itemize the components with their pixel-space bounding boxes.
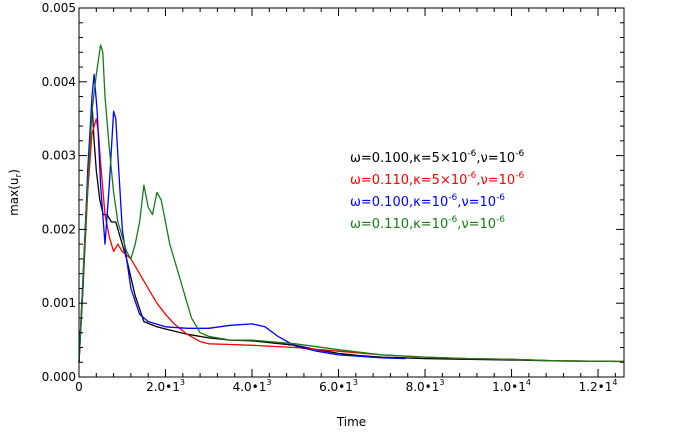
y-tick-label: 0.002 bbox=[42, 222, 76, 236]
x-tick-label: 8.0•13 bbox=[406, 378, 445, 394]
x-axis-title: Time bbox=[336, 415, 366, 429]
series-layer bbox=[78, 44, 625, 363]
y-tick-label: 0.003 bbox=[42, 149, 76, 163]
series-line-3 bbox=[78, 73, 406, 363]
y-tick-label: 0.005 bbox=[42, 1, 76, 15]
legend-entry-2: ω=0.110,κ=5×10-6,ν=10-6 bbox=[350, 171, 524, 188]
x-tick-label: 6.0•13 bbox=[319, 378, 358, 394]
legend-entry-1: ω=0.100,κ=5×10-6,ν=10-6 bbox=[350, 149, 524, 166]
series-line-1 bbox=[78, 103, 625, 363]
x-tick-label: 1.2•14 bbox=[579, 378, 618, 394]
y-tick-label: 0.001 bbox=[42, 296, 76, 310]
y-axis-title: max(ur) bbox=[7, 169, 24, 216]
x-tick-label: 0 bbox=[75, 380, 83, 394]
y-axis: 0.000 0.001 0.002 0.003 0.004 0.005 bbox=[42, 1, 624, 384]
x-axis: 0 2.0•13 4.0•13 6.0•13 8.0•13 1.0•14 1.2•14 bbox=[75, 8, 617, 394]
legend-entry-4: ω=0.110,κ=10-6,ν=10-6 bbox=[350, 215, 505, 232]
plot-frame bbox=[78, 7, 625, 378]
legend: ω=0.100,κ=5×10-6,ν=10-6 ω=0.110,κ=5×10-6,… bbox=[350, 149, 524, 232]
y-tick-label: 0.000 bbox=[42, 370, 76, 384]
x-tick-label: 2.0•13 bbox=[146, 378, 185, 394]
series-line-4 bbox=[78, 44, 625, 363]
legend-entry-3: ω=0.100,κ=10-6,ν=10-6 bbox=[350, 193, 505, 210]
x-tick-label: 1.0•14 bbox=[492, 378, 531, 394]
y-tick-label: 0.004 bbox=[42, 75, 76, 89]
x-tick-label: 4.0•13 bbox=[233, 378, 272, 394]
